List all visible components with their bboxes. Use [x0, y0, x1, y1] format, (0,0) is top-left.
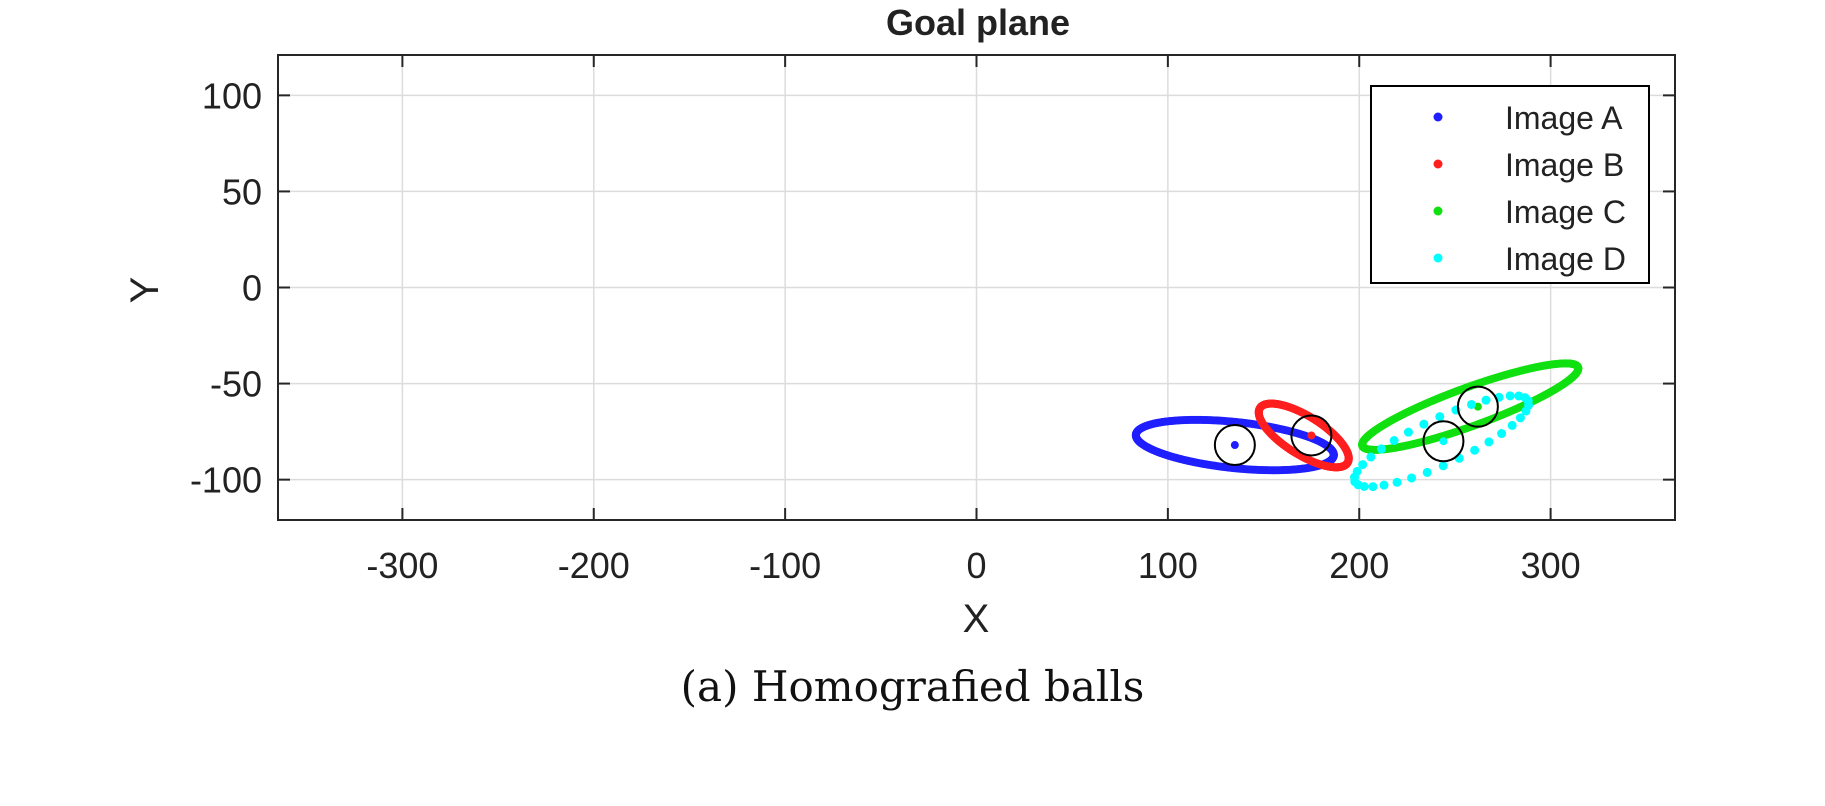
data-point: [1379, 480, 1389, 490]
x-tick-label: -200: [558, 545, 630, 586]
x-tick-label: 0: [966, 545, 986, 586]
ball-marker-circle: [1422, 420, 1465, 463]
ball-marker-circle: [1213, 424, 1256, 467]
y-axis-ticks: -100 -50 0 50 100: [190, 75, 1675, 501]
data-point: [1466, 399, 1476, 409]
data-point: [1521, 406, 1531, 416]
x-axis-ticks: -300 -200 -100 0 100 200 300: [366, 55, 1581, 586]
x-tick-label: 300: [1521, 545, 1581, 586]
data-point: [1497, 429, 1507, 439]
y-tick-label: -100: [190, 460, 262, 501]
data-point: [1481, 395, 1491, 405]
center-point: [1230, 441, 1239, 450]
legend-marker: [1433, 206, 1443, 216]
data-point: [1368, 482, 1378, 492]
data-point: [1329, 451, 1338, 460]
data-point: [1376, 444, 1386, 454]
data-point: [1419, 419, 1429, 429]
x-tick-label: -300: [366, 545, 438, 586]
data-point: [1484, 437, 1494, 447]
legend-box: [1370, 85, 1650, 284]
legend-label: Image B: [1505, 147, 1624, 183]
ball-marker-circle: [1290, 414, 1333, 457]
series-image-b: [1254, 399, 1353, 472]
data-point: [1520, 393, 1530, 403]
data-layer: [1131, 359, 1583, 492]
figure-caption: (a) Homografied balls: [680, 662, 1145, 711]
series-image-a: [1131, 415, 1338, 475]
data-point: [1403, 427, 1413, 437]
y-tick-label: 50: [222, 171, 262, 212]
grid-lines: [278, 55, 1675, 520]
data-point: [1352, 466, 1362, 476]
legend-marker: [1433, 159, 1443, 169]
data-point: [1407, 473, 1417, 483]
x-tick-label: -100: [749, 545, 821, 586]
center-point: [1307, 431, 1316, 440]
y-axis-label: Y: [123, 277, 167, 304]
data-point: [1515, 413, 1525, 423]
data-point: [1366, 452, 1376, 462]
y-tick-label: 100: [202, 75, 262, 116]
data-point: [1454, 453, 1464, 463]
data-point: [1438, 461, 1448, 471]
data-point: [1358, 460, 1368, 470]
data-point: [1343, 458, 1352, 467]
legend-label: Image C: [1505, 194, 1626, 230]
data-point: [1507, 420, 1517, 430]
legend-label: Image D: [1505, 241, 1626, 277]
data-point: [1392, 477, 1402, 487]
data-point: [1573, 363, 1582, 372]
data-point: [1470, 445, 1480, 455]
series-image-d: [1349, 391, 1534, 492]
data-point: [1389, 436, 1399, 446]
x-tick-label: 100: [1138, 545, 1198, 586]
data-point: [1505, 391, 1515, 401]
data-point: [1435, 412, 1445, 422]
legend: Image A Image B Image C Image D: [1370, 85, 1650, 284]
center-point: [1439, 437, 1448, 446]
y-tick-label: -50: [210, 364, 262, 405]
x-tick-label: 200: [1329, 545, 1389, 586]
legend-label: Image A: [1505, 100, 1623, 136]
data-point: [1422, 467, 1432, 477]
legend-marker: [1433, 253, 1443, 263]
legend-marker: [1433, 112, 1443, 122]
y-tick-label: 0: [242, 268, 262, 309]
ball-marker-circle: [1456, 385, 1499, 428]
x-axis-label: X: [963, 597, 990, 641]
chart-title: Goal plane: [886, 2, 1070, 43]
plot-frame: [277, 54, 1676, 521]
